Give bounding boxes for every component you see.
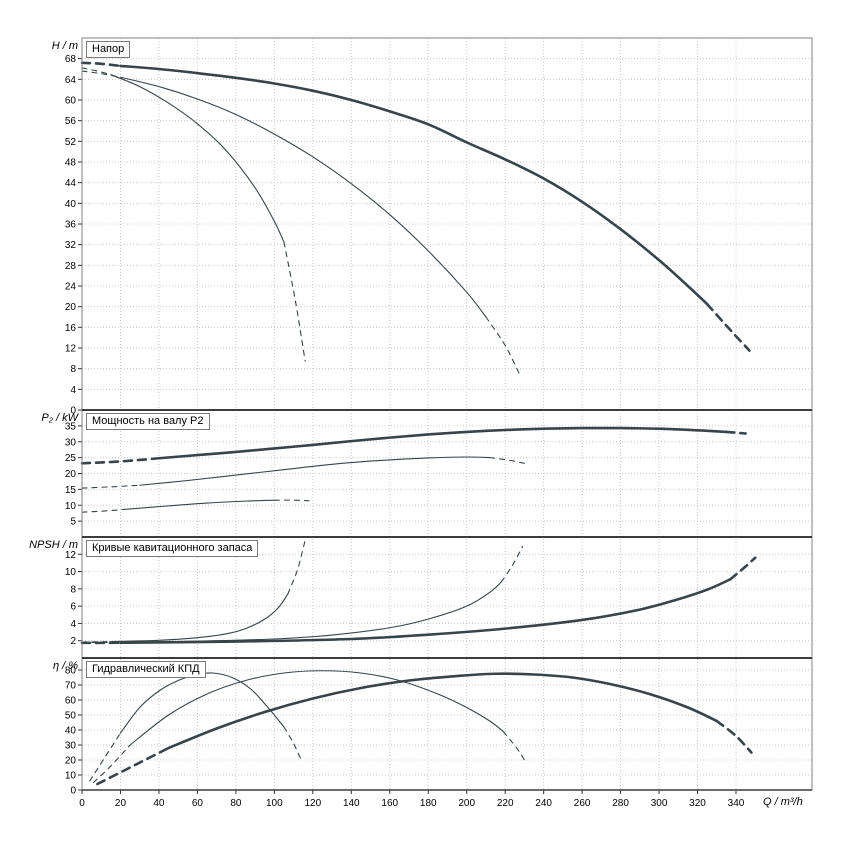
y-tick-label: 68: [65, 54, 77, 65]
x-tick-label: 40: [153, 798, 165, 809]
eff-curve-1-lead: [89, 732, 122, 782]
power-curve-1: [123, 499, 275, 510]
y-tick-label: 10: [65, 567, 77, 578]
head-curve-3-lead: [80, 61, 122, 68]
power-curve-2: [139, 456, 491, 486]
power-curve-3-tail: [725, 430, 747, 435]
y-tick-label: 20: [65, 756, 77, 767]
efficiency-axis-caption: η / %: [52, 660, 78, 672]
y-tick-label: 40: [65, 199, 77, 210]
y-tick-label: 64: [65, 75, 77, 86]
y-tick-label: 25: [65, 453, 77, 464]
y-tick-label: 30: [65, 741, 77, 752]
y-tick-label: 15: [65, 485, 77, 496]
y-tick-label: 28: [65, 261, 77, 272]
y-tick-label: 10: [65, 771, 77, 782]
y-tick-label: 4: [70, 385, 76, 396]
y-tick-label: 0: [70, 406, 76, 417]
eff-curve-3-lead: [96, 746, 170, 786]
y-tick-label: 36: [65, 220, 77, 231]
y-tick-label: 30: [65, 437, 77, 448]
npsh-curve-2-tail: [500, 545, 524, 583]
eff-curve-2: [129, 670, 504, 746]
y-tick-label: 20: [65, 469, 77, 480]
x-tick-label: 340: [728, 798, 745, 809]
x-tick-label: 280: [612, 798, 629, 809]
x-tick-label: 240: [535, 798, 552, 809]
npsh-curve-1: [110, 593, 289, 643]
power-curve-2-lead: [81, 484, 141, 489]
efficiency-panel-title: Гидравлический КПД: [86, 661, 206, 678]
eff-curve-1-tail: [283, 726, 302, 761]
x-axis-caption: Q / m³/h: [763, 796, 803, 808]
power-curve-2-tail: [489, 457, 525, 464]
npsh-axis-caption: NPSH / m: [29, 539, 78, 551]
y-tick-label: 56: [65, 116, 77, 127]
npsh-curve-3: [119, 578, 732, 645]
y-tick-label: 35: [65, 421, 77, 432]
npsh-panel-title: Кривые кавитационного запаса: [86, 540, 259, 557]
x-tick-label: 20: [115, 798, 127, 809]
head-curve-1-lead: [81, 67, 112, 76]
x-tick-label: 100: [266, 798, 283, 809]
head-curve-1-tail: [283, 241, 306, 362]
head-curve-2-tail: [485, 316, 522, 377]
x-tick-label: 120: [304, 798, 321, 809]
y-tick-label: 2: [70, 636, 76, 647]
x-tick-label: 0: [79, 798, 85, 809]
power-curve-3-lead: [80, 456, 161, 465]
y-tick-label: 24: [65, 282, 77, 293]
y-tick-label: 8: [70, 584, 76, 595]
x-tick-label: 320: [689, 798, 706, 809]
eff-curve-2-tail: [502, 730, 525, 761]
y-tick-label: 5: [70, 517, 76, 528]
y-tick-label: 8: [70, 364, 76, 375]
y-tick-label: 12: [65, 550, 77, 561]
npsh-curve-1-tail: [287, 539, 306, 595]
power-panel-title: Мощность на валу P2: [86, 413, 210, 430]
x-tick-label: 80: [230, 798, 242, 809]
y-tick-label: 60: [65, 696, 77, 707]
y-tick-label: 32: [65, 240, 77, 251]
y-tick-label: 70: [65, 681, 77, 692]
x-tick-label: 160: [381, 798, 398, 809]
power-axis-caption: P₂ / kW: [41, 412, 78, 424]
x-tick-label: 200: [458, 798, 475, 809]
y-tick-label: 40: [65, 726, 77, 737]
head-curve-3-tail: [705, 302, 751, 352]
y-tick-label: 80: [65, 666, 77, 677]
y-tick-label: 4: [70, 619, 76, 630]
x-tick-label: 140: [343, 798, 360, 809]
y-tick-label: 48: [65, 158, 77, 169]
head-axis-caption: H / m: [51, 40, 78, 52]
head-curve-3: [119, 64, 709, 306]
head-curve-2: [119, 76, 487, 318]
y-tick-label: 20: [65, 302, 77, 313]
eff-curve-3-tail: [715, 719, 753, 754]
y-tick-label: 6: [70, 602, 76, 613]
x-tick-label: 180: [420, 798, 437, 809]
y-tick-label: 60: [65, 96, 77, 107]
y-tick-label: 10: [65, 501, 77, 512]
x-tick-label: 260: [574, 798, 591, 809]
eff-curve-2-lead: [92, 744, 131, 784]
y-tick-label: 50: [65, 711, 77, 722]
y-tick-label: 44: [65, 178, 77, 189]
y-tick-label: 12: [65, 344, 77, 355]
x-tick-label: 220: [497, 798, 514, 809]
x-tick-label: 300: [651, 798, 668, 809]
x-tick-label: 60: [192, 798, 204, 809]
head-curve-1: [110, 74, 285, 243]
npsh-curve-3-tail: [728, 556, 757, 581]
y-tick-label: 52: [65, 137, 77, 148]
y-tick-label: 16: [65, 323, 77, 334]
power-curve-1-tail: [273, 499, 310, 502]
eff-curve-3: [167, 672, 719, 750]
head-panel-title: Напор: [86, 41, 131, 58]
y-tick-label: 0: [70, 786, 76, 797]
power-curve-1-lead: [81, 508, 125, 513]
power-curve-3: [157, 426, 728, 460]
